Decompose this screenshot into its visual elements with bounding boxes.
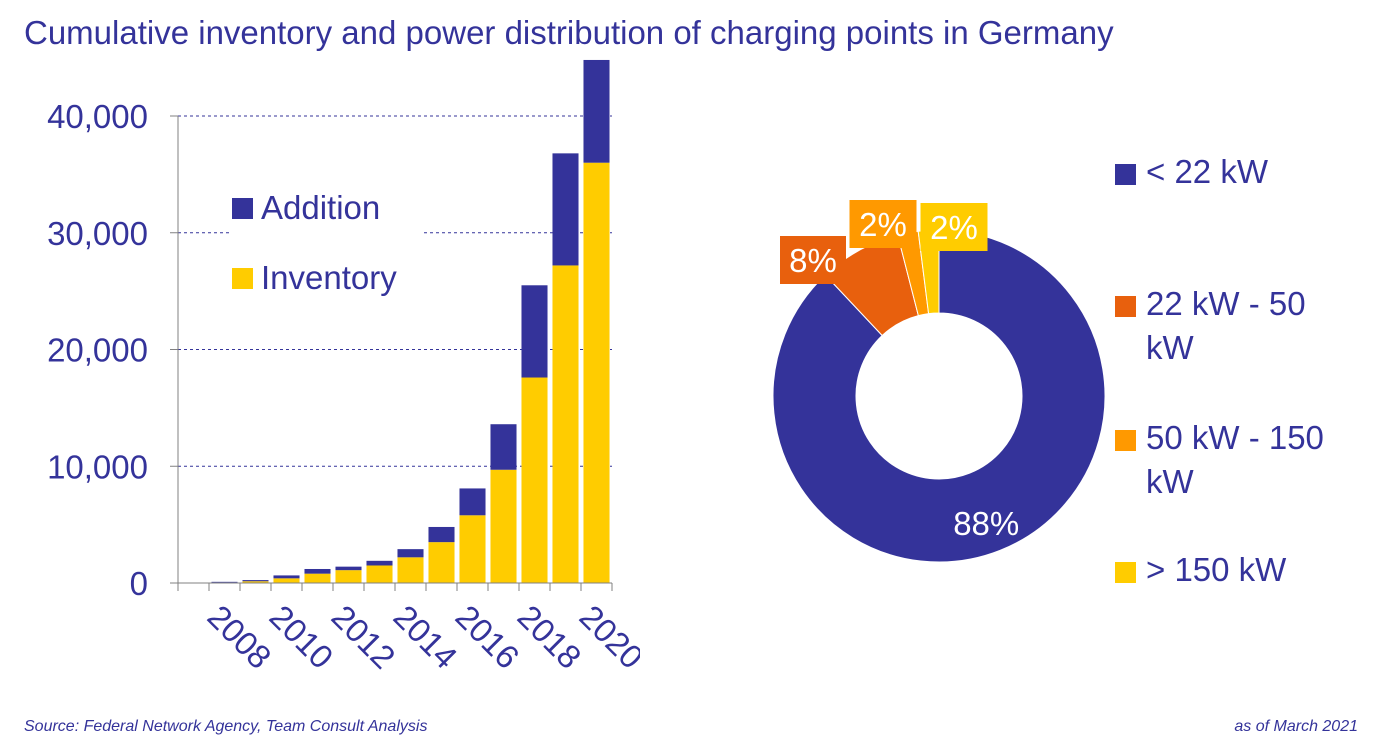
bar-addition <box>366 560 393 566</box>
donut-label-50-150: 2% <box>859 206 907 243</box>
bar-addition <box>521 285 548 378</box>
bar-inventory <box>242 581 269 583</box>
legend-swatch-inventory <box>232 267 253 289</box>
x-tick-label: 2012 <box>325 598 403 676</box>
donut-value-labels: 88% 8% 2% 2% <box>780 200 1019 542</box>
page-title: Cumulative inventory and power distribut… <box>24 14 1114 51</box>
legend-label-lt22: < 22 kW <box>1146 153 1268 190</box>
legend-label-50-150: 50 kW - 150 kW <box>1146 419 1324 500</box>
bar-inventory <box>304 573 331 583</box>
y-tick-label: 0 <box>130 565 148 602</box>
bar-inventory <box>335 570 362 583</box>
y-tick-label: 10,000 <box>47 448 148 485</box>
x-tick-label: 2016 <box>449 598 527 676</box>
donut-label-box-50-150 <box>849 200 917 248</box>
donut-label-box-gt150 <box>920 203 988 251</box>
bar-inventory <box>273 578 300 583</box>
x-tick-label: 2018 <box>511 598 589 676</box>
donut-slice-lt22 <box>772 229 1106 563</box>
legend-label-addition: Addition <box>261 189 381 226</box>
bar-chart-legend: Addition Inventory <box>232 185 424 297</box>
donut-slice-50-150 <box>897 230 930 317</box>
legend-item-lt22: < 22 kW <box>1115 150 1361 194</box>
donut-label-gt150: 2% <box>930 209 978 246</box>
legend-item-inventory: Inventory <box>232 259 397 297</box>
x-tick-label: 2010 <box>263 598 341 676</box>
bar-inventory <box>397 557 424 583</box>
donut-chart-legend: < 22 kW 22 kW - 50 kW 50 kW - 150 kW > 1… <box>1115 150 1375 590</box>
bar-inventory <box>552 265 579 583</box>
legend-item-addition: Addition <box>232 189 380 227</box>
legend-swatch-gt150 <box>1115 562 1136 583</box>
legend-swatch-lt22 <box>1115 164 1136 185</box>
legend-label-gt150: > 150 kW <box>1146 551 1287 588</box>
donut-slice-22-50 <box>824 234 919 337</box>
x-tick-label: 2020 <box>573 598 640 676</box>
y-tick-label: 20,000 <box>47 332 148 369</box>
bar-addition <box>583 59 610 163</box>
y-tick-label: 30,000 <box>47 215 148 252</box>
bar-addition <box>490 424 517 470</box>
legend-label-inventory: Inventory <box>261 259 397 296</box>
legend-item-22-50: 22 kW - 50 kW <box>1115 282 1361 370</box>
bar-addition <box>397 549 424 558</box>
bar-chart-y-ticks: 0 10,000 20,000 30,000 40,000 <box>47 98 148 602</box>
bar-chart-bars <box>211 59 610 583</box>
date-note: as of March 2021 <box>1234 718 1358 735</box>
legend-swatch-addition <box>232 197 253 219</box>
donut-label-box-22-50 <box>780 236 846 284</box>
donut-label-lt22: 88% <box>953 505 1019 542</box>
source-note: Source: Federal Network Agency, Team Con… <box>24 718 428 735</box>
donut-slices <box>772 229 1106 563</box>
bar-chart-axes <box>170 115 613 591</box>
bar-addition <box>428 526 455 543</box>
bar-inventory <box>459 515 486 583</box>
bar-addition <box>273 575 300 579</box>
bar-addition <box>459 488 486 516</box>
legend-item-50-150: 50 kW - 150 kW <box>1115 416 1361 504</box>
legend-swatch-22-50 <box>1115 296 1136 317</box>
x-tick-label: 2008 <box>201 598 279 676</box>
bar-addition <box>211 581 238 583</box>
bar-addition <box>304 568 331 574</box>
bar-addition <box>552 153 579 266</box>
bar-inventory <box>583 162 610 583</box>
donut-label-22-50: 8% <box>789 242 837 279</box>
bar-inventory <box>521 377 548 583</box>
bar-inventory <box>428 542 455 583</box>
legend-swatch-50-150 <box>1115 430 1136 451</box>
bar-addition <box>335 566 362 571</box>
bar-addition <box>242 580 269 582</box>
legend-item-gt150: > 150 kW <box>1115 548 1361 592</box>
bar-inventory <box>490 469 517 583</box>
y-tick-label: 40,000 <box>47 98 148 135</box>
bar-inventory <box>366 565 393 583</box>
x-tick-label: 2014 <box>387 598 465 676</box>
donut-slice-gt150 <box>917 229 940 315</box>
legend-label-22-50: 22 kW - 50 kW <box>1146 285 1306 366</box>
